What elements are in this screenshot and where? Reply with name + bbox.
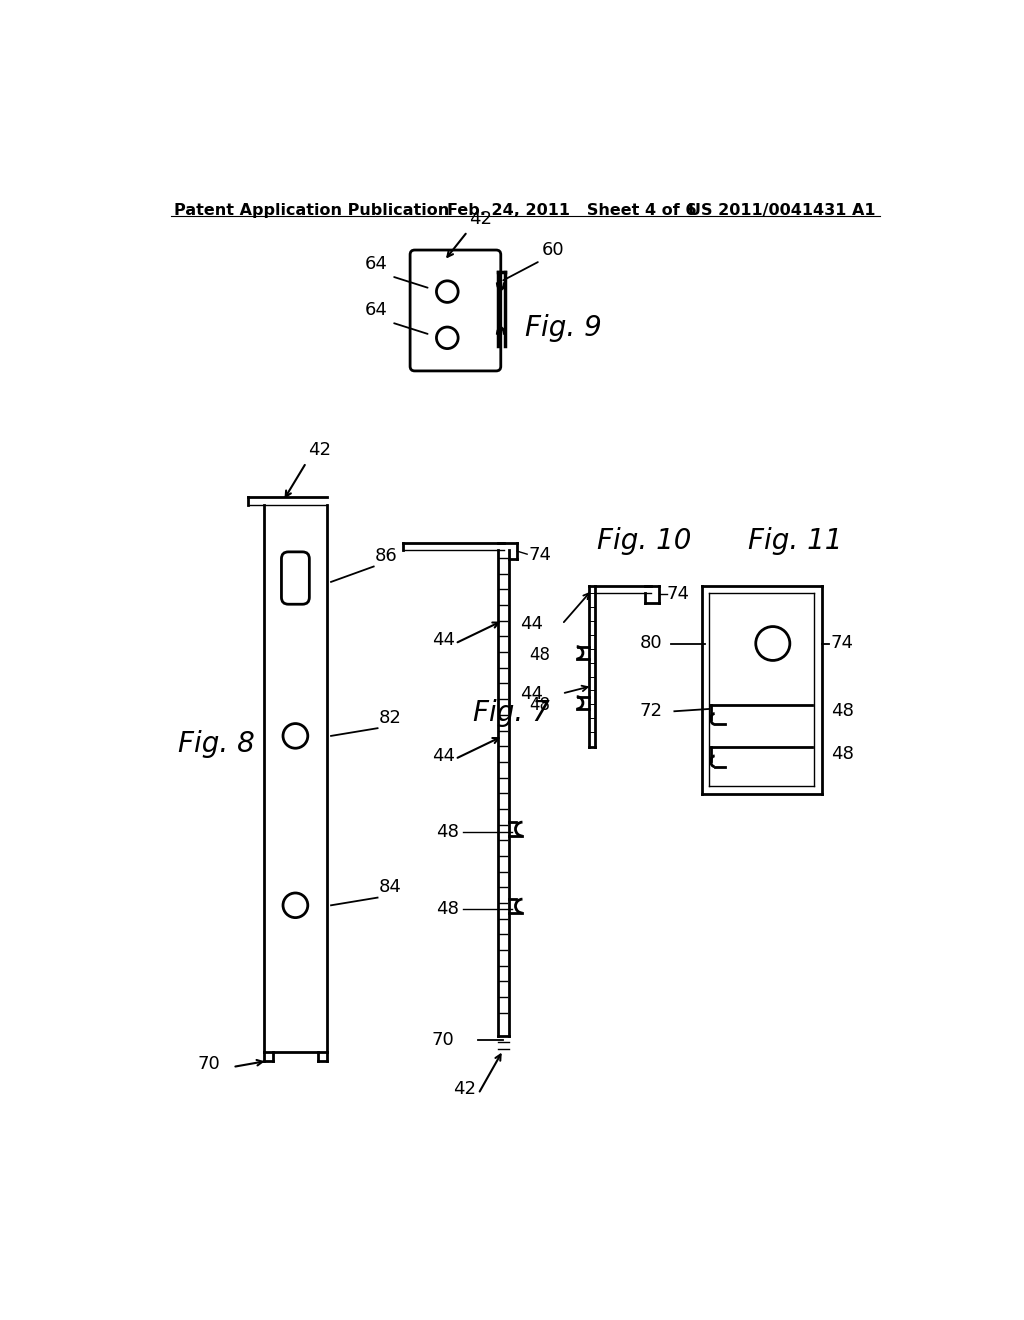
- Text: 48: 48: [830, 744, 854, 763]
- Text: 42: 42: [469, 210, 492, 228]
- Text: 82: 82: [379, 709, 402, 726]
- Text: Patent Application Publication: Patent Application Publication: [174, 203, 450, 218]
- Text: Fig. 10: Fig. 10: [597, 527, 691, 554]
- Text: 86: 86: [375, 546, 398, 565]
- Text: 70: 70: [432, 1031, 455, 1049]
- Text: Fig. 9: Fig. 9: [524, 314, 601, 342]
- Text: 44: 44: [432, 747, 455, 764]
- Text: 70: 70: [198, 1055, 220, 1073]
- Text: 48: 48: [435, 824, 459, 841]
- Text: 72: 72: [640, 702, 663, 721]
- Text: Fig. 11: Fig. 11: [748, 527, 843, 554]
- Text: 64: 64: [365, 301, 387, 319]
- Text: 44: 44: [519, 615, 543, 634]
- Text: 60: 60: [542, 240, 564, 259]
- Text: 64: 64: [365, 255, 387, 273]
- Text: 74: 74: [830, 635, 854, 652]
- Text: Feb. 24, 2011   Sheet 4 of 6: Feb. 24, 2011 Sheet 4 of 6: [447, 203, 696, 218]
- Text: 48: 48: [529, 696, 550, 714]
- Text: 44: 44: [519, 685, 543, 702]
- Text: US 2011/0041431 A1: US 2011/0041431 A1: [688, 203, 876, 218]
- Text: 48: 48: [435, 900, 459, 919]
- Text: 74: 74: [667, 585, 689, 603]
- FancyBboxPatch shape: [410, 249, 501, 371]
- Text: 84: 84: [379, 878, 402, 896]
- Text: 44: 44: [432, 631, 455, 649]
- Text: 48: 48: [529, 645, 550, 664]
- Text: 48: 48: [830, 702, 854, 721]
- Text: 74: 74: [528, 546, 552, 564]
- Text: 42: 42: [453, 1080, 476, 1098]
- Text: Fig. 8: Fig. 8: [178, 730, 255, 758]
- Text: 42: 42: [308, 441, 331, 459]
- Text: 80: 80: [640, 635, 663, 652]
- Text: Fig. 7: Fig. 7: [473, 698, 550, 727]
